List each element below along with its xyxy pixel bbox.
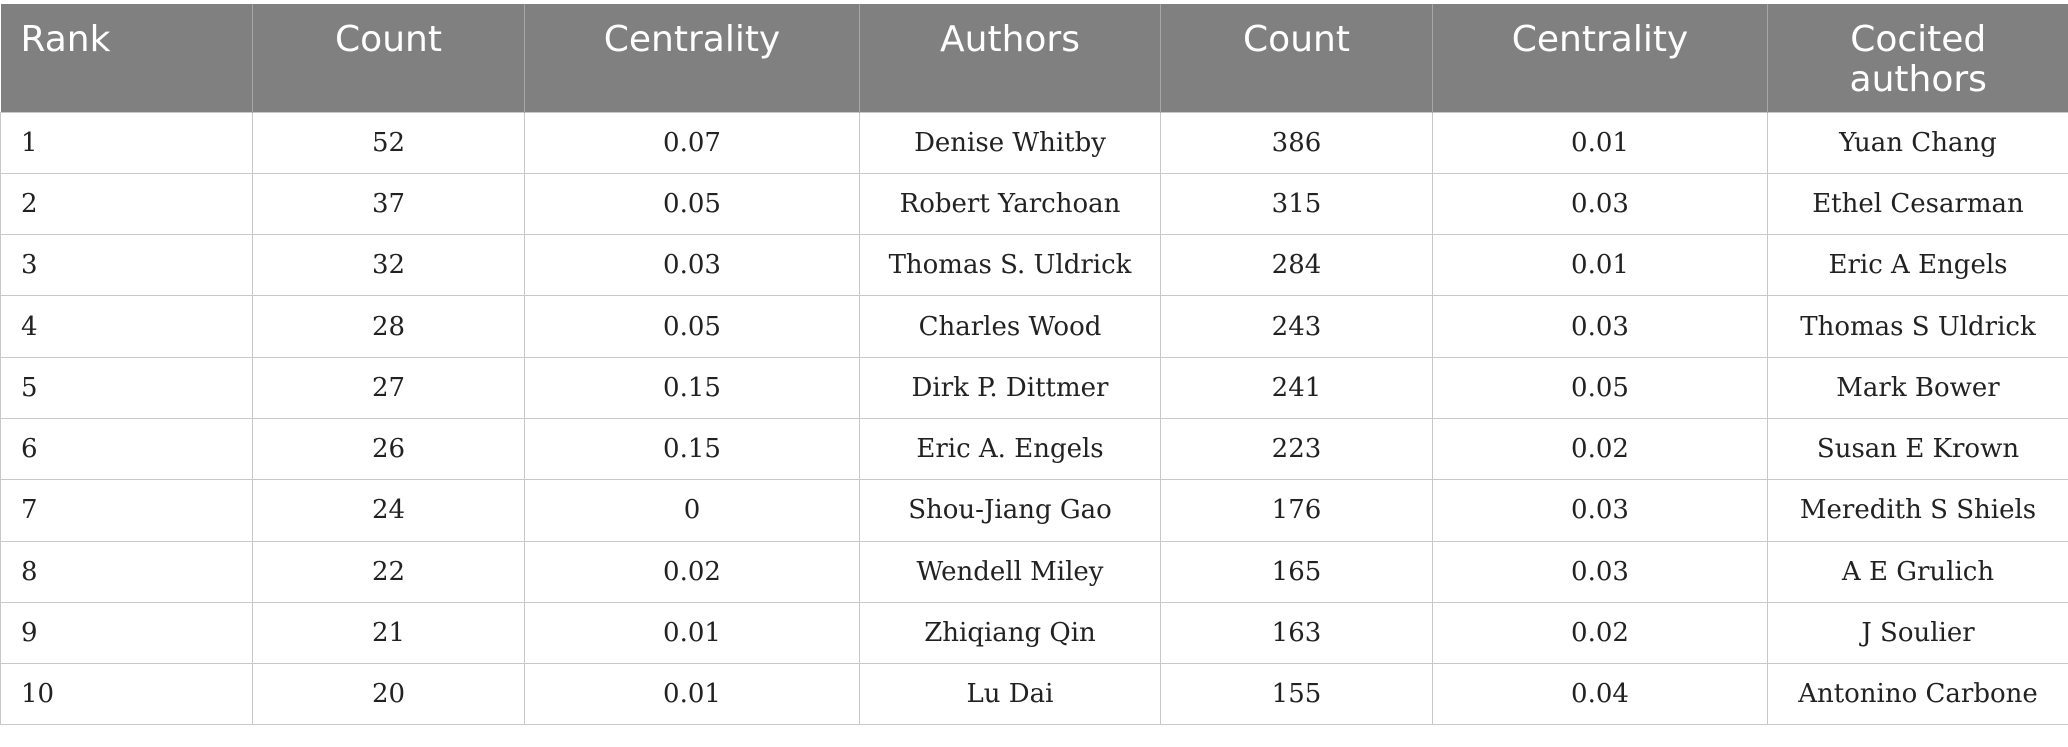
cell-centrality: 0.01	[524, 663, 860, 726]
cell-count: 52	[252, 111, 525, 174]
table-row: 5 27 0.15 Dirk P. Dittmer 241 0.05 Mark …	[0, 356, 2068, 419]
table-row: 8 22 0.02 Wendell Miley 165 0.03 A E Gru…	[0, 540, 2068, 603]
cell-cocited-count: 315	[1160, 172, 1433, 236]
cell-cocited-author: J Soulier	[1767, 601, 2068, 665]
cell-cocited-centrality: 0.03	[1432, 479, 1768, 542]
cell-cocited-author: Ethel Cesarman	[1767, 172, 2068, 236]
cell-rank: 3	[0, 234, 253, 297]
cell-author: Charles Wood	[859, 295, 1161, 358]
cell-cocited-author: Mark Bower	[1767, 356, 2068, 419]
table-row: 6 26 0.15 Eric A. Engels 223 0.02 Susan …	[0, 417, 2068, 481]
header-cocited-count: Count	[1160, 4, 1433, 112]
cell-rank: 1	[0, 111, 253, 174]
cell-rank: 5	[0, 356, 253, 419]
cell-cocited-centrality: 0.01	[1432, 234, 1768, 297]
cell-rank: 4	[0, 295, 253, 358]
cell-rank: 7	[0, 479, 253, 542]
header-row: Rank Count Centrality Authors Count Cent…	[0, 4, 2068, 112]
table-row: 3 32 0.03 Thomas S. Uldrick 284 0.01 Eri…	[0, 234, 2068, 297]
cell-rank: 10	[0, 663, 253, 726]
table-body: 1 52 0.07 Denise Whitby 386 0.01 Yuan Ch…	[0, 111, 2068, 726]
cell-cocited-count: 176	[1160, 479, 1433, 542]
cell-cocited-centrality: 0.04	[1432, 663, 1768, 726]
header-cocited-centrality: Centrality	[1432, 4, 1768, 112]
cell-centrality: 0.05	[524, 172, 860, 236]
cell-author: Eric A. Engels	[859, 417, 1161, 481]
cell-count: 28	[252, 295, 525, 358]
cell-count: 37	[252, 172, 525, 236]
cell-cocited-centrality: 0.05	[1432, 356, 1768, 419]
cell-author: Robert Yarchoan	[859, 172, 1161, 236]
cell-author: Lu Dai	[859, 663, 1161, 726]
cell-author: Shou-Jiang Gao	[859, 479, 1161, 542]
cell-cocited-count: 386	[1160, 111, 1433, 174]
cell-cocited-centrality: 0.01	[1432, 111, 1768, 174]
cell-cocited-author: Meredith S Shiels	[1767, 479, 2068, 542]
cell-count: 20	[252, 663, 525, 726]
cell-author: Thomas S. Uldrick	[859, 234, 1161, 297]
table-row: 9 21 0.01 Zhiqiang Qin 163 0.02 J Soulie…	[0, 601, 2068, 665]
author-table-container: Rank Count Centrality Authors Count Cent…	[0, 4, 2068, 726]
cell-count: 24	[252, 479, 525, 542]
cell-cocited-author: Thomas S Uldrick	[1767, 295, 2068, 358]
cell-count: 32	[252, 234, 525, 297]
header-cocited-authors: Cocited authors	[1767, 4, 2068, 112]
cell-count: 21	[252, 601, 525, 665]
table-header: Rank Count Centrality Authors Count Cent…	[0, 4, 2068, 112]
cell-rank: 8	[0, 540, 253, 603]
cell-centrality: 0.05	[524, 295, 860, 358]
cell-author: Wendell Miley	[859, 540, 1161, 603]
cell-cocited-centrality: 0.03	[1432, 172, 1768, 236]
table-row: 2 37 0.05 Robert Yarchoan 315 0.03 Ethel…	[0, 172, 2068, 236]
cell-cocited-author: Yuan Chang	[1767, 111, 2068, 174]
cell-cocited-author: Susan E Krown	[1767, 417, 2068, 481]
header-count: Count	[252, 4, 525, 112]
cell-centrality: 0	[524, 479, 860, 542]
cell-cocited-author: A E Grulich	[1767, 540, 2068, 603]
cell-cocited-count: 243	[1160, 295, 1433, 358]
cell-cocited-author: Antonino Carbone	[1767, 663, 2068, 726]
cell-rank: 2	[0, 172, 253, 236]
table-row: 7 24 0 Shou-Jiang Gao 176 0.03 Meredith …	[0, 479, 2068, 542]
cell-centrality: 0.03	[524, 234, 860, 297]
header-authors: Authors	[859, 4, 1161, 112]
table-row: 4 28 0.05 Charles Wood 243 0.03 Thomas S…	[0, 295, 2068, 358]
table-row: 1 52 0.07 Denise Whitby 386 0.01 Yuan Ch…	[0, 111, 2068, 174]
cell-author: Denise Whitby	[859, 111, 1161, 174]
cell-cocited-centrality: 0.03	[1432, 295, 1768, 358]
cell-rank: 9	[0, 601, 253, 665]
cell-cocited-count: 241	[1160, 356, 1433, 419]
cell-count: 22	[252, 540, 525, 603]
cell-centrality: 0.15	[524, 417, 860, 481]
table-row: 10 20 0.01 Lu Dai 155 0.04 Antonino Carb…	[0, 663, 2068, 726]
cell-cocited-centrality: 0.02	[1432, 601, 1768, 665]
cell-cocited-count: 165	[1160, 540, 1433, 603]
cell-cocited-count: 223	[1160, 417, 1433, 481]
cell-author: Zhiqiang Qin	[859, 601, 1161, 665]
cell-centrality: 0.07	[524, 111, 860, 174]
cell-cocited-count: 163	[1160, 601, 1433, 665]
cell-cocited-count: 155	[1160, 663, 1433, 726]
cell-count: 26	[252, 417, 525, 481]
cell-rank: 6	[0, 417, 253, 481]
cell-author: Dirk P. Dittmer	[859, 356, 1161, 419]
cell-cocited-count: 284	[1160, 234, 1433, 297]
cell-centrality: 0.01	[524, 601, 860, 665]
cell-cocited-centrality: 0.02	[1432, 417, 1768, 481]
cell-cocited-author: Eric A Engels	[1767, 234, 2068, 297]
header-centrality: Centrality	[524, 4, 860, 112]
cell-centrality: 0.02	[524, 540, 860, 603]
author-table: Rank Count Centrality Authors Count Cent…	[0, 4, 2068, 726]
cell-centrality: 0.15	[524, 356, 860, 419]
cell-count: 27	[252, 356, 525, 419]
header-rank: Rank	[0, 4, 253, 112]
cell-cocited-centrality: 0.03	[1432, 540, 1768, 603]
